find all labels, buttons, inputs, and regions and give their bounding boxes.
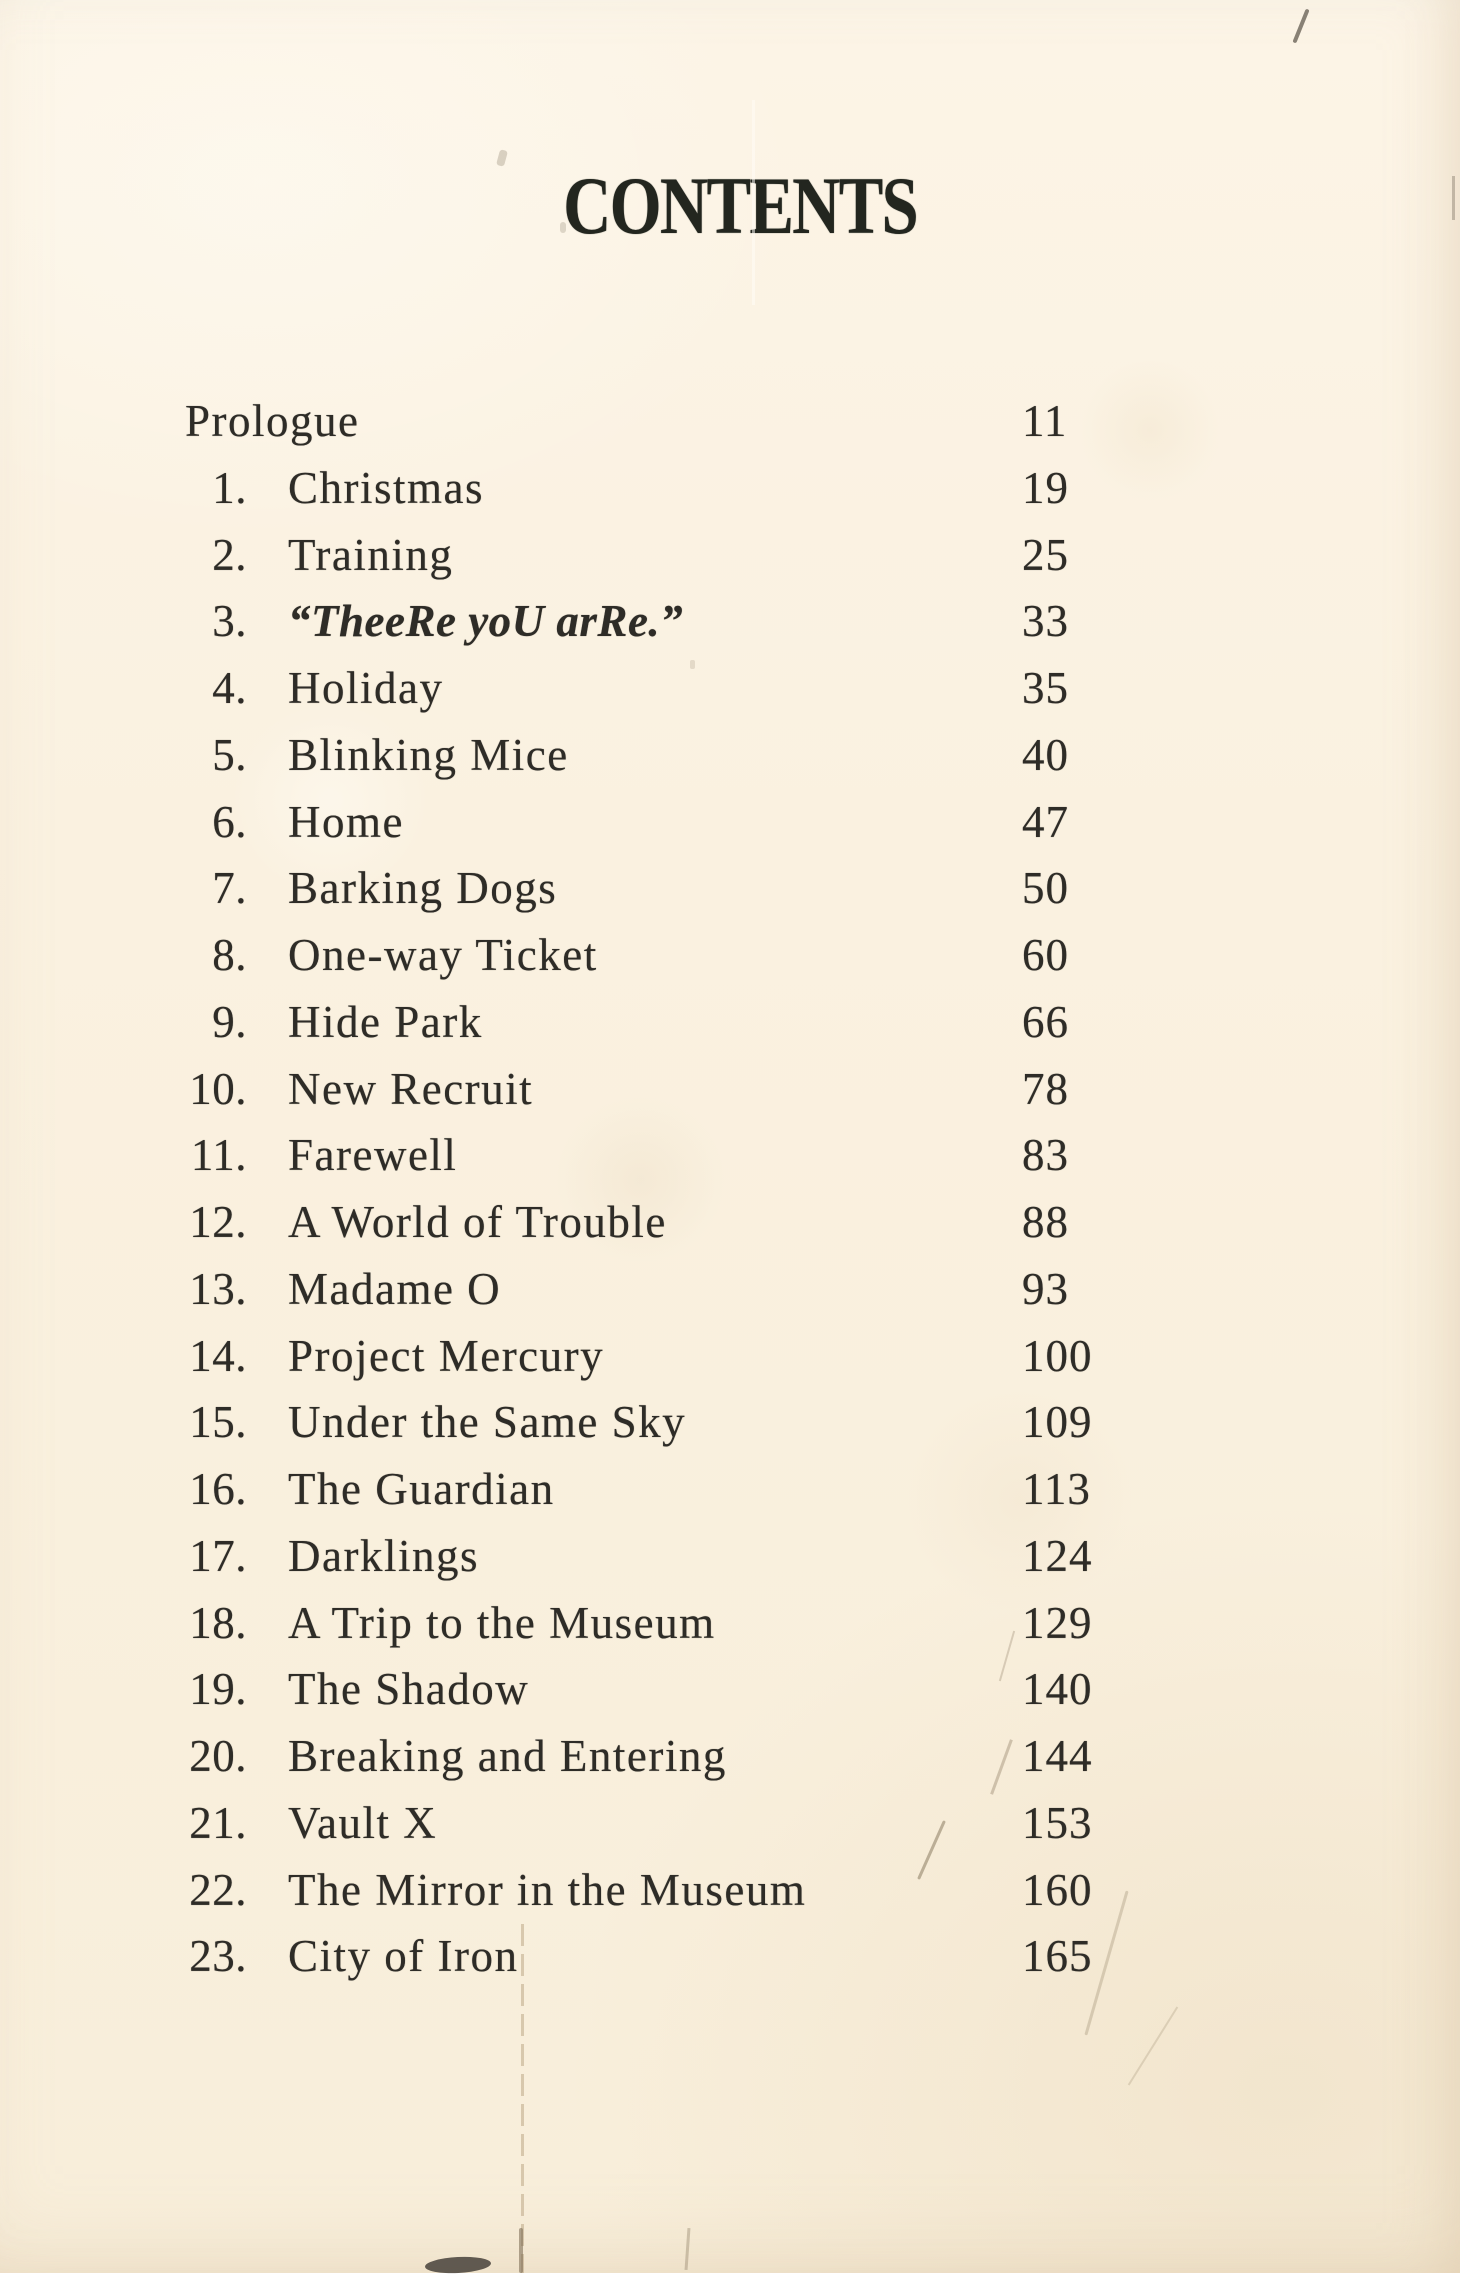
chapter-number: 21. — [189, 1797, 247, 1848]
toc-entry: 19. The Shadow 140 — [0, 1656, 1460, 1723]
page-number: 160 — [1022, 1864, 1093, 1915]
chapter-number: 10. — [189, 1063, 247, 1114]
chapter-title: Home — [288, 796, 404, 847]
page-title-text: CONTENTS — [563, 160, 919, 252]
chapter-number: 14. — [189, 1330, 247, 1381]
toc-entry: 10. New Recruit 78 — [0, 1056, 1460, 1123]
chapter-number: 4. — [212, 663, 247, 713]
page-number: 100 — [1022, 1330, 1093, 1381]
chapter-title: One-way Ticket — [288, 930, 598, 980]
toc-entry: 12. A World of Trouble 88 — [0, 1189, 1460, 1256]
page-number: 83 — [1022, 1130, 1069, 1181]
page-number: 50 — [1022, 863, 1069, 914]
chapter-number: 9. — [212, 996, 247, 1047]
page-number: 78 — [1022, 1063, 1069, 1114]
chapter-title: Farewell — [288, 1130, 458, 1181]
toc-entry: 7. Barking Dogs 50 — [0, 855, 1460, 922]
chapter-number: 1. — [212, 462, 247, 513]
chapter-number: 11. — [190, 1130, 247, 1181]
chapter-number: 5. — [212, 729, 247, 780]
toc-entry: 4. Holiday 35 — [0, 655, 1460, 722]
toc-entry: 22. The Mirror in the Museum 160 — [0, 1857, 1460, 1924]
toc-entry: 15. Under the Same Sky 109 — [0, 1389, 1460, 1456]
page-number: 33 — [1022, 596, 1069, 647]
chapter-title: Christmas — [288, 462, 485, 513]
chapter-number: 16. — [189, 1464, 247, 1514]
chapter-title: Darklings — [288, 1530, 479, 1581]
toc-entry: 3. “TheeRe yoU arRe.” 33 — [0, 588, 1460, 655]
page-number: 47 — [1022, 796, 1069, 847]
toc-entry: 9. Hide Park 66 — [0, 989, 1460, 1056]
page-number: 124 — [1022, 1530, 1093, 1581]
toc-entry: 13. Madame O 93 — [0, 1256, 1460, 1323]
page-number: 40 — [1022, 729, 1069, 780]
chapter-title: Project Mercury — [288, 1330, 605, 1381]
toc-entry: 17. Darklings 124 — [0, 1523, 1460, 1590]
page-title: CONTENTS — [20, 160, 1460, 252]
chapter-title: Holiday — [288, 663, 444, 713]
chapter-title: A World of Trouble — [288, 1197, 667, 1247]
page-number: 140 — [1022, 1664, 1093, 1715]
chapter-number: 22. — [189, 1864, 247, 1915]
page-number: 25 — [1022, 529, 1069, 580]
toc-entry: 16. The Guardian 113 — [0, 1456, 1460, 1523]
page-number: 35 — [1022, 663, 1069, 713]
page-number: 66 — [1022, 996, 1069, 1047]
chapter-title: Prologue — [185, 396, 360, 446]
chapter-number: 19. — [189, 1664, 247, 1715]
page-number: 109 — [1022, 1397, 1093, 1448]
chapter-title: Breaking and Entering — [288, 1731, 727, 1781]
chapter-title: The Shadow — [288, 1664, 530, 1715]
chapter-title: Barking Dogs — [288, 863, 558, 914]
chapter-number: 7. — [212, 863, 247, 914]
chapter-title: Under the Same Sky — [288, 1397, 687, 1448]
toc-entry: 14. Project Mercury 100 — [0, 1323, 1460, 1390]
toc-entry: 18. A Trip to the Museum 129 — [0, 1590, 1460, 1657]
chapter-number: 20. — [189, 1731, 247, 1781]
chapter-title: Hide Park — [288, 996, 483, 1047]
toc-entry: 2. Training 25 — [0, 522, 1460, 589]
chapter-number: 17. — [189, 1530, 247, 1581]
toc-entry: 6. Home 47 — [0, 789, 1460, 856]
page-number: 165 — [1022, 1931, 1093, 1982]
chapter-number: 13. — [189, 1263, 247, 1314]
chapter-title: The Mirror in the Museum — [288, 1864, 807, 1915]
chapter-number: 3. — [212, 596, 247, 647]
page-number: 113 — [1022, 1464, 1091, 1514]
toc-entry: 8. One-way Ticket 60 — [0, 922, 1460, 989]
page-number: 93 — [1022, 1263, 1069, 1314]
chapter-title: New Recruit — [288, 1063, 534, 1114]
chapter-number: 8. — [212, 930, 247, 980]
chapter-title: Madame O — [288, 1263, 502, 1314]
page-number: 19 — [1022, 462, 1069, 513]
chapter-number: 23. — [189, 1931, 247, 1982]
chapter-title: Blinking Mice — [288, 729, 569, 780]
toc-entry: Prologue 11 — [0, 388, 1460, 455]
page-number: 129 — [1022, 1597, 1093, 1648]
toc-entry: 21. Vault X 153 — [0, 1790, 1460, 1857]
chapter-number: 12. — [189, 1197, 247, 1247]
chapter-number: 18. — [189, 1597, 247, 1648]
toc-entry: 5. Blinking Mice 40 — [0, 722, 1460, 789]
page-number: 88 — [1022, 1197, 1069, 1247]
toc-entry: 23. City of Iron 165 — [0, 1923, 1460, 1990]
toc-entry: 11. Farewell 83 — [0, 1122, 1460, 1189]
chapter-number: 15. — [189, 1397, 247, 1448]
chapter-title: A Trip to the Museum — [288, 1597, 716, 1648]
page-number: 144 — [1022, 1731, 1093, 1781]
chapter-number: 2. — [212, 529, 247, 580]
chapter-title: “TheeRe yoU arRe.” — [288, 596, 684, 647]
page-number: 11 — [1022, 396, 1068, 446]
page-number: 153 — [1022, 1797, 1093, 1848]
toc-entry: 1. Christmas 19 — [0, 455, 1460, 522]
chapter-number: 6. — [212, 796, 247, 847]
chapter-title: Training — [288, 529, 454, 580]
toc-entry: 20. Breaking and Entering 144 — [0, 1723, 1460, 1790]
chapter-title: The Guardian — [288, 1464, 555, 1514]
chapter-title: City of Iron — [288, 1931, 519, 1982]
page-number: 60 — [1022, 930, 1069, 980]
chapter-title: Vault X — [288, 1797, 438, 1848]
